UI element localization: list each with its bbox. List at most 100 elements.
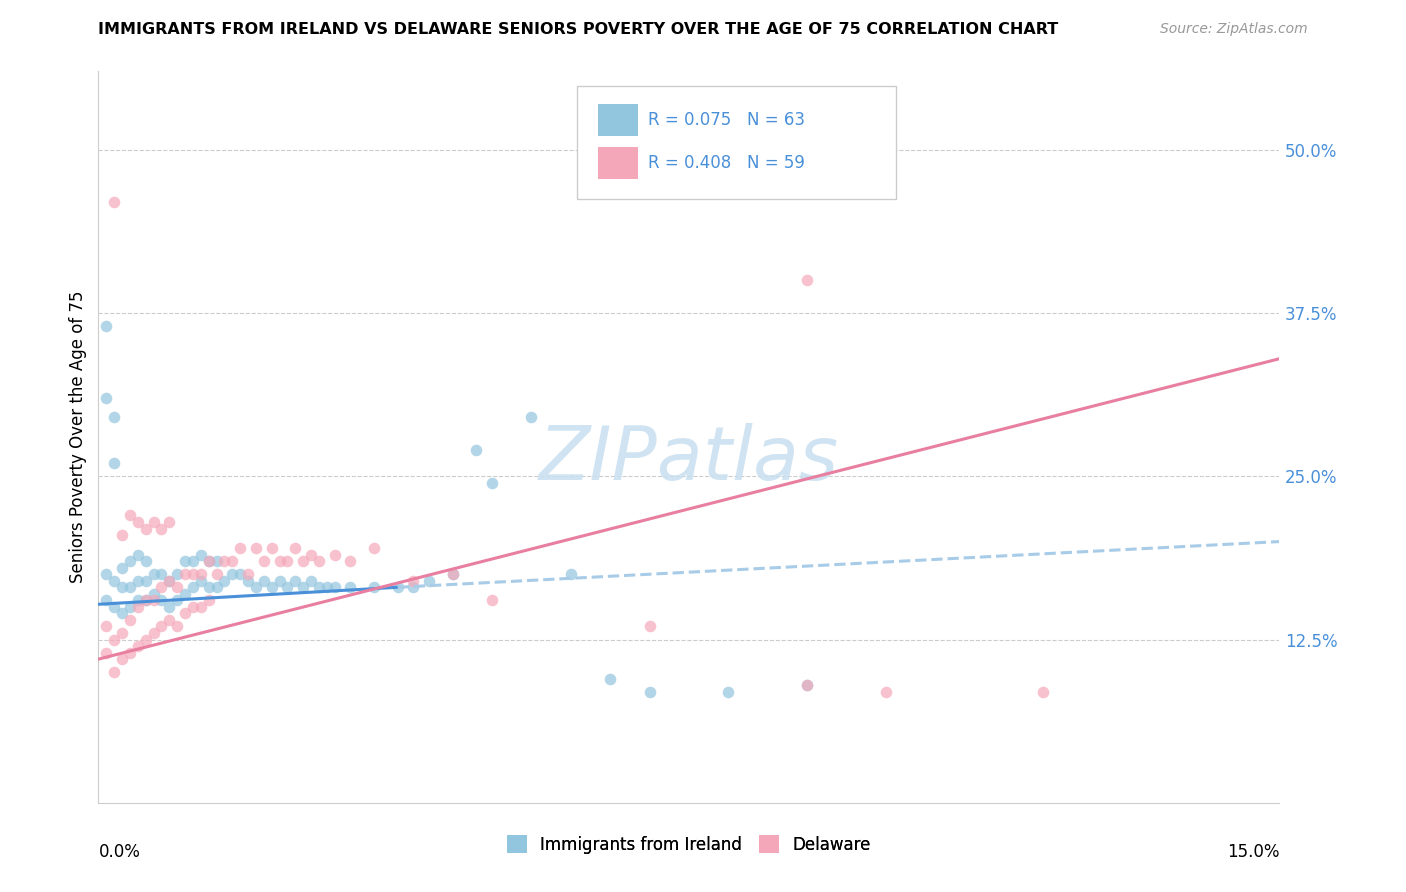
- Point: [166, 567, 188, 582]
- Point: [599, 672, 621, 686]
- Point: [205, 580, 228, 594]
- FancyBboxPatch shape: [598, 146, 638, 179]
- Point: [103, 574, 125, 588]
- Point: [236, 574, 259, 588]
- Point: [323, 548, 346, 562]
- Point: [260, 580, 283, 594]
- Point: [441, 567, 464, 582]
- Text: ZIPatlas: ZIPatlas: [538, 423, 839, 495]
- Point: [260, 541, 283, 555]
- Point: [142, 587, 165, 601]
- Point: [96, 391, 118, 405]
- Point: [142, 567, 165, 582]
- Point: [276, 580, 298, 594]
- Point: [96, 567, 118, 582]
- Point: [150, 521, 173, 535]
- Point: [96, 319, 118, 334]
- Point: [284, 574, 307, 588]
- Point: [142, 515, 165, 529]
- Point: [284, 541, 307, 555]
- FancyBboxPatch shape: [576, 86, 896, 200]
- Point: [253, 574, 276, 588]
- Point: [402, 580, 425, 594]
- Point: [205, 554, 228, 568]
- Point: [103, 599, 125, 614]
- Point: [481, 593, 503, 607]
- Point: [174, 607, 197, 621]
- Point: [796, 678, 818, 692]
- Text: R = 0.408   N = 59: R = 0.408 N = 59: [648, 153, 804, 172]
- Point: [118, 599, 141, 614]
- Point: [142, 593, 165, 607]
- Point: [229, 567, 252, 582]
- Point: [127, 515, 149, 529]
- Point: [127, 599, 149, 614]
- Point: [127, 548, 149, 562]
- Point: [717, 685, 740, 699]
- Point: [135, 632, 157, 647]
- Point: [253, 554, 276, 568]
- Point: [96, 646, 118, 660]
- Point: [142, 626, 165, 640]
- Point: [190, 548, 212, 562]
- Point: [1032, 685, 1054, 699]
- Point: [135, 593, 157, 607]
- Y-axis label: Seniors Poverty Over the Age of 75: Seniors Poverty Over the Age of 75: [69, 291, 87, 583]
- Legend: Immigrants from Ireland, Delaware: Immigrants from Ireland, Delaware: [501, 829, 877, 860]
- Point: [157, 613, 180, 627]
- Point: [197, 580, 219, 594]
- Point: [111, 580, 134, 594]
- Point: [387, 580, 409, 594]
- Point: [269, 554, 291, 568]
- Point: [299, 548, 322, 562]
- Point: [276, 554, 298, 568]
- Point: [118, 646, 141, 660]
- Point: [363, 580, 385, 594]
- Point: [181, 580, 204, 594]
- Point: [127, 639, 149, 653]
- Point: [103, 632, 125, 647]
- Point: [229, 541, 252, 555]
- Point: [197, 554, 219, 568]
- Point: [96, 593, 118, 607]
- Point: [181, 567, 204, 582]
- Point: [796, 273, 818, 287]
- Point: [181, 599, 204, 614]
- Point: [127, 574, 149, 588]
- Point: [205, 567, 228, 582]
- Point: [638, 685, 661, 699]
- Point: [174, 554, 197, 568]
- Point: [221, 554, 243, 568]
- Point: [638, 619, 661, 633]
- Point: [292, 580, 315, 594]
- Point: [269, 574, 291, 588]
- Point: [150, 580, 173, 594]
- Point: [875, 685, 897, 699]
- Point: [174, 587, 197, 601]
- Point: [339, 554, 361, 568]
- Point: [103, 665, 125, 680]
- Point: [111, 528, 134, 542]
- Point: [299, 574, 322, 588]
- Point: [190, 567, 212, 582]
- Point: [166, 593, 188, 607]
- Point: [103, 456, 125, 470]
- FancyBboxPatch shape: [598, 104, 638, 136]
- Point: [190, 599, 212, 614]
- Point: [363, 541, 385, 555]
- Point: [111, 652, 134, 666]
- Point: [157, 599, 180, 614]
- Point: [118, 554, 141, 568]
- Point: [166, 580, 188, 594]
- Point: [214, 574, 236, 588]
- Point: [402, 574, 425, 588]
- Point: [150, 567, 173, 582]
- Point: [157, 574, 180, 588]
- Point: [465, 443, 488, 458]
- Point: [181, 554, 204, 568]
- Point: [339, 580, 361, 594]
- Point: [560, 567, 582, 582]
- Point: [315, 580, 337, 594]
- Point: [103, 410, 125, 425]
- Point: [111, 626, 134, 640]
